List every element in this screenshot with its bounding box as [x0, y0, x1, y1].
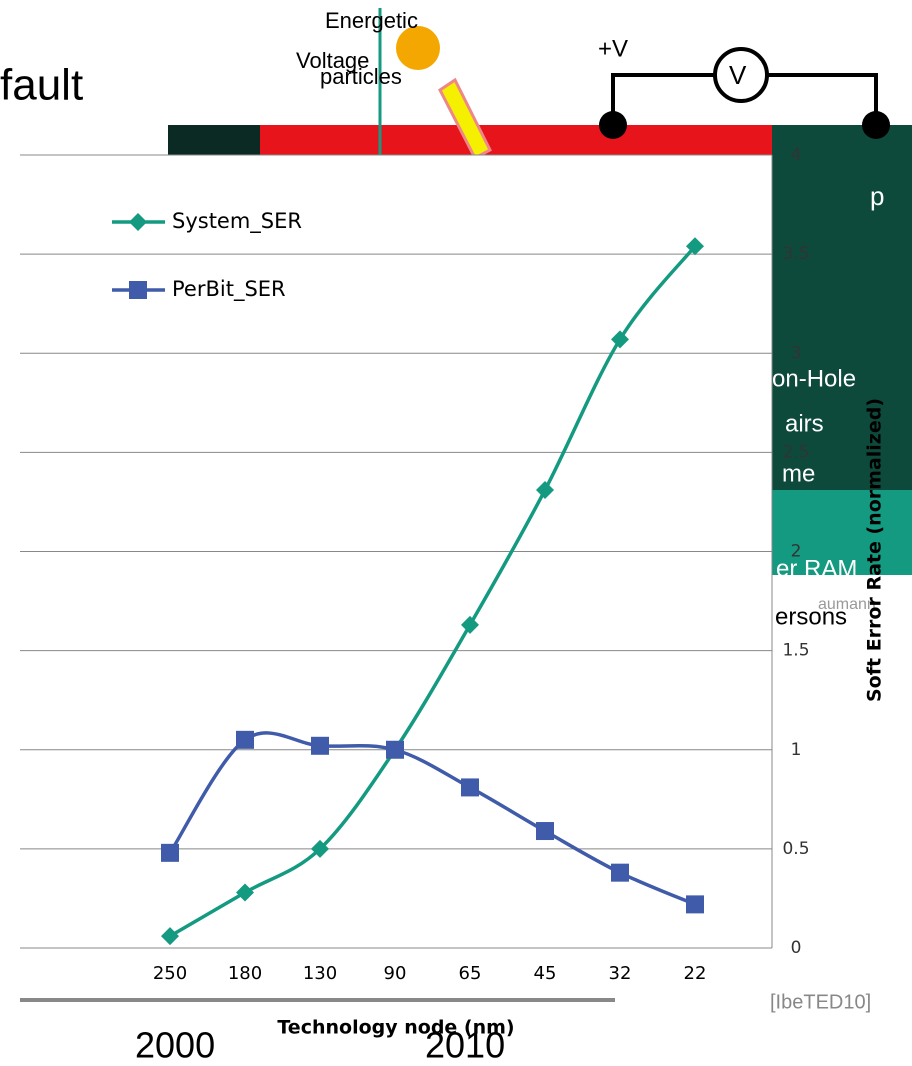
- marker: [536, 481, 554, 500]
- marker: [686, 237, 704, 256]
- slide-text: er RAM: [776, 555, 857, 582]
- y-tick-label: 1: [791, 740, 802, 760]
- marker: [161, 927, 179, 946]
- marker: [611, 863, 629, 882]
- x-axis-label: Technology node (nm): [277, 1017, 514, 1039]
- slide-text: 2010: [425, 1025, 505, 1066]
- slide-text: Energetic: [325, 8, 418, 33]
- terminal: [599, 111, 627, 139]
- y-tick-label: 3: [791, 343, 802, 363]
- marker: [386, 740, 404, 759]
- x-tick-label: 32: [609, 963, 632, 984]
- x-tick-label: 130: [303, 963, 337, 984]
- x-tick-label: 22: [684, 963, 707, 984]
- wire: [611, 73, 715, 125]
- legend-label: PerBit_SER: [172, 277, 286, 302]
- marker: [686, 895, 704, 914]
- slide-text: V: [729, 60, 747, 90]
- slide-text: aumann: [818, 596, 876, 613]
- voltmeter: [713, 47, 769, 103]
- marker: [236, 883, 254, 902]
- y-tick-label: 2: [791, 542, 802, 562]
- y-tick-label: 1.5: [782, 641, 809, 661]
- slide-text: particles: [320, 64, 402, 89]
- slide-text: on-Hole: [772, 365, 856, 392]
- x-tick-label: 180: [228, 963, 262, 984]
- y-tick-label: 2.5: [782, 442, 809, 462]
- slide-text: me: [782, 460, 815, 487]
- marker: [461, 615, 479, 634]
- slide-text: ersons: [775, 603, 847, 630]
- slide-text: p: [870, 181, 884, 211]
- x-tick-label: 250: [153, 963, 187, 984]
- series-line: [169, 245, 697, 938]
- y-tick-label: 4: [791, 145, 802, 165]
- x-tick-label: 45: [534, 963, 557, 984]
- marker: [461, 778, 479, 797]
- slide-text: Voltage: [296, 48, 369, 73]
- marker: [129, 213, 147, 231]
- marker: [129, 281, 147, 299]
- side-panel-band: [772, 490, 912, 575]
- radiation-icon: [396, 26, 440, 70]
- marker: [311, 839, 329, 858]
- y-tick-label: 0: [791, 938, 802, 958]
- particle-track: [438, 77, 492, 161]
- slide-text: airs: [785, 410, 824, 437]
- marker: [311, 736, 329, 755]
- legend-label: System_SER: [172, 209, 302, 234]
- x-tick-label: 90: [384, 963, 407, 984]
- x-tick-label: 65: [459, 963, 482, 984]
- y-axis-label: Soft Error Rate (normalized): [864, 398, 886, 702]
- y-tick-label: 0.5: [782, 839, 809, 859]
- slide-text: +V: [598, 35, 628, 62]
- wire: [768, 73, 878, 125]
- red-layer: [260, 125, 780, 155]
- marker: [161, 843, 179, 862]
- terminal: [862, 111, 890, 139]
- marker: [536, 822, 554, 841]
- marker: [611, 330, 629, 349]
- slide-text: 2000: [135, 1025, 215, 1066]
- y-tick-label: 3.5: [782, 244, 809, 264]
- marker: [236, 730, 254, 749]
- slide-text: [IbeTED10]: [770, 991, 871, 1013]
- slide-text: fault: [0, 61, 83, 110]
